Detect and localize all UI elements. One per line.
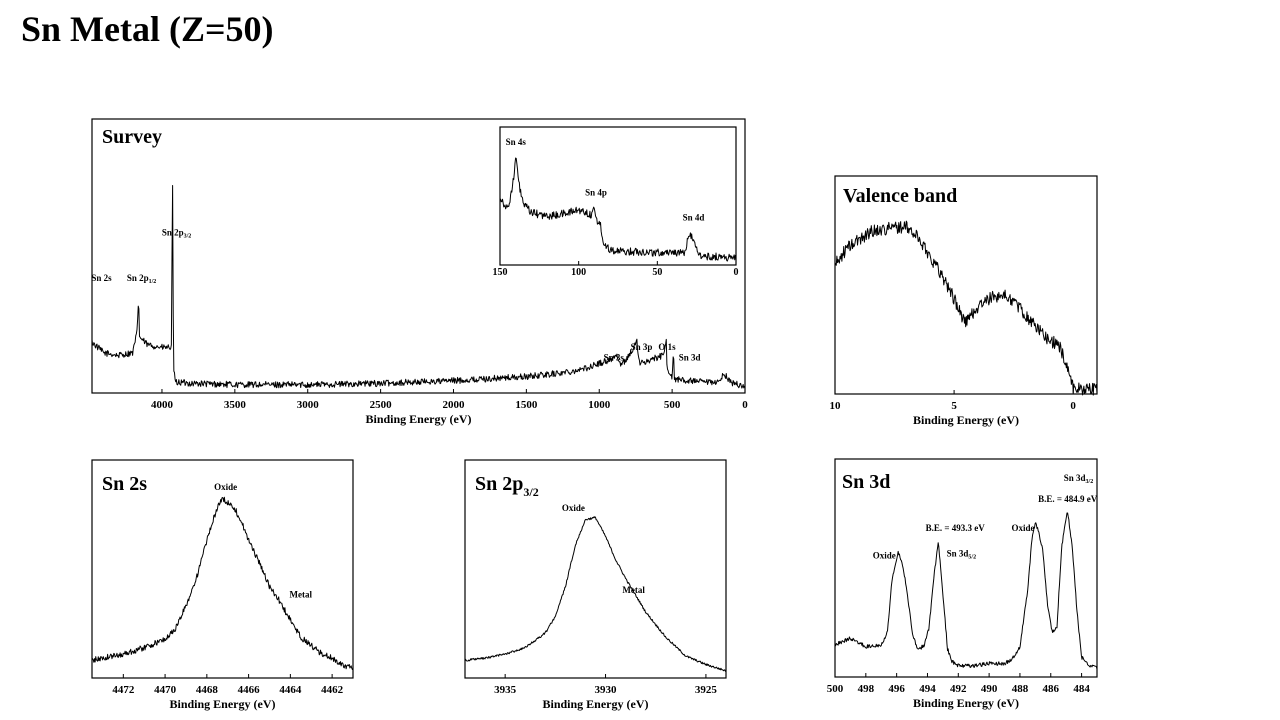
sn2p32-annotation: Metal <box>622 585 645 595</box>
sn2s-annotation: Metal <box>290 589 313 599</box>
sn3d-frame <box>834 458 1098 678</box>
sn3d-annotation: Sn 3d5/2 <box>947 548 976 560</box>
sn2s-tick-label: 4472 <box>112 684 135 696</box>
survey-title: Survey <box>102 126 162 148</box>
sn2s-tick-label: 4462 <box>321 684 344 696</box>
survey-series-line <box>91 185 746 389</box>
survey-inset-annotation: Sn 4s <box>506 137 527 147</box>
sn2s-tick-label: 4466 <box>238 684 261 696</box>
sn3d-tick-label: 486 <box>1043 683 1060 695</box>
sn2s-frame <box>91 459 354 679</box>
sn3d-annotation: B.E. = 484.9 eV <box>1038 494 1098 504</box>
survey-inset-frame <box>499 126 737 266</box>
sn3d-annotation-sub: 3/2 <box>1086 479 1094 485</box>
survey-inset-tick-label: 150 <box>493 267 508 278</box>
sn3d-tick-label: 500 <box>827 683 844 695</box>
sn2p32-tick-label: 3925 <box>695 684 718 696</box>
sn3d-annotation: Oxide <box>873 551 896 561</box>
survey-annotation: Sn 2s <box>91 273 112 283</box>
valence-xlabel: Binding Energy (eV) <box>913 413 1019 427</box>
sn2s-chart: Sn 2s 4472 4470 4468 4466 4464 4462 Binding Ene… <box>91 459 354 711</box>
sn3d-chart: Sn 3d 500 498 496 494 492 490 488 486 484 Binding … <box>827 458 1098 710</box>
survey-tick-label: 0 <box>742 399 748 411</box>
survey-annotation-sub: 3/2 <box>184 234 192 240</box>
valence-tick-label: 5 <box>951 400 957 412</box>
valence-title: Valence band <box>843 185 957 207</box>
survey-tick-label: 3000 <box>297 399 320 411</box>
survey-tick-label: 2000 <box>442 399 465 411</box>
survey-tick-label: 4000 <box>151 399 174 411</box>
page-title: Sn Metal (Z=50) <box>21 9 274 49</box>
survey-annotation: Sn 3p <box>631 342 653 352</box>
valence-series-line <box>834 220 1098 396</box>
sn2p32-title: Sn 2p3/2 <box>475 473 539 499</box>
survey-tick-label: 2500 <box>370 399 393 411</box>
survey-inset-annotation: Sn 4d <box>683 212 705 222</box>
sn2s-tick-label: 4468 <box>196 684 219 696</box>
sn2p32-xlabel: Binding Energy (eV) <box>542 697 648 711</box>
sn2p32-frame <box>464 459 727 679</box>
survey-tick-label: 1500 <box>515 399 538 411</box>
survey-inset-tick-label: 100 <box>571 267 586 278</box>
sn3d-tick-label: 484 <box>1073 683 1090 695</box>
sn3d-xlabel: Binding Energy (eV) <box>913 696 1019 710</box>
survey-xlabel: Binding Energy (eV) <box>365 412 471 426</box>
sn2s-tick-label: 4464 <box>279 684 302 696</box>
survey-tick-label: 3500 <box>224 399 247 411</box>
sn3d-tick-label: 496 <box>888 683 905 695</box>
survey-tick-label: 1000 <box>588 399 611 411</box>
sn2p32-tick-label: 3935 <box>494 684 517 696</box>
sn3d-annotation: B.E. = 493.3 eV <box>926 523 986 533</box>
valence-tick-label: 10 <box>830 400 842 412</box>
survey-inset-tick-label: 50 <box>652 267 662 278</box>
valence-frame <box>834 175 1098 395</box>
sn3d-tick-label: 488 <box>1012 683 1029 695</box>
survey-inset-series-line <box>499 157 737 262</box>
survey-frame <box>91 118 746 394</box>
sn2s-series-line <box>91 496 354 671</box>
sn2s-xlabel: Binding Energy (eV) <box>169 697 275 711</box>
survey-annotation: Sn 2p3/2 <box>162 228 191 240</box>
survey-annotation-sub: 1/2 <box>149 279 157 285</box>
sn2p32-annotation: Oxide <box>562 503 585 513</box>
sn3d-tick-label: 492 <box>950 683 967 695</box>
sn2p32-series-line <box>464 516 727 672</box>
valence-chart: Valence band 10 5 0 Binding Energy (eV) <box>830 175 1098 427</box>
survey-tick-label: 500 <box>664 399 681 411</box>
survey-annotation: O 1s <box>658 342 676 352</box>
survey-inset-chart: 150 100 50 0 Sn 4s Sn 4p Sn 4d <box>493 126 739 278</box>
survey-inset-tick-label: 0 <box>734 267 739 278</box>
sn2p32-title-sub: 3/2 <box>523 485 538 499</box>
survey-inset-annotation: Sn 4p <box>585 188 607 198</box>
survey-annotation: Sn 3s <box>604 353 625 363</box>
sn2s-title: Sn 2s <box>102 473 147 495</box>
sn2s-annotation: Oxide <box>214 482 237 492</box>
survey-annotation: Sn 2p1/2 <box>127 273 156 285</box>
sn3d-series-line <box>834 512 1098 670</box>
valence-tick-label: 0 <box>1070 400 1076 412</box>
sn2p32-tick-label: 3930 <box>595 684 618 696</box>
sn2p32-chart: Sn 2p3/2 3935 3930 3925 Binding Energy (eV) O… <box>464 459 727 711</box>
survey-annotation: Sn 3d <box>679 353 701 363</box>
sn3d-tick-label: 490 <box>981 683 998 695</box>
sn3d-annotation: Oxide <box>1012 523 1035 533</box>
sn3d-title: Sn 3d <box>842 471 890 493</box>
sn2s-tick-label: 4470 <box>154 684 177 696</box>
sn3d-annotation-sub: 5/2 <box>968 554 976 560</box>
sn3d-tick-label: 494 <box>919 683 936 695</box>
sn3d-tick-label: 498 <box>858 683 875 695</box>
sn3d-annotation: Sn 3d3/2 <box>1064 473 1093 485</box>
